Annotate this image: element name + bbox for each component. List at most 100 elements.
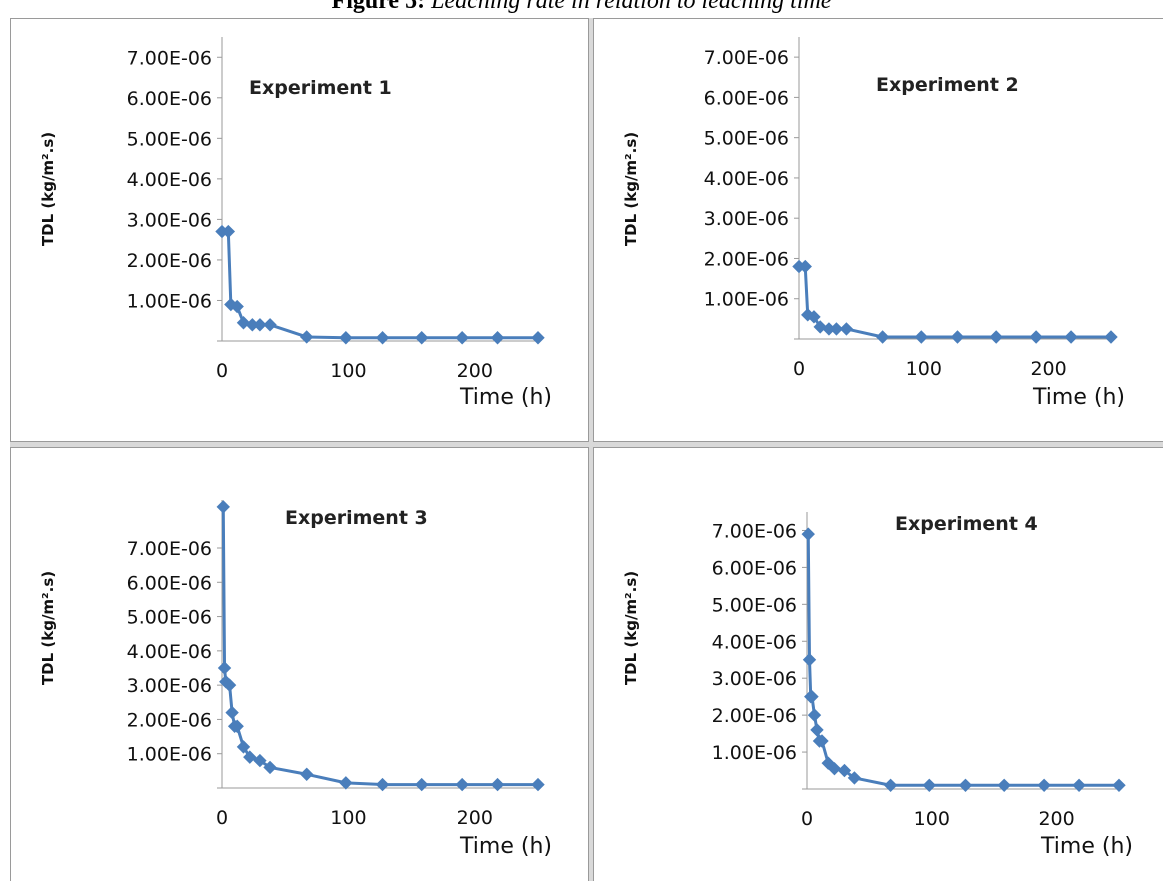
- data-point-marker: [922, 778, 937, 793]
- data-point-marker: [225, 705, 239, 720]
- data-point-marker: [531, 331, 545, 345]
- y-tick-label: 6.00E-06: [127, 88, 212, 110]
- x-tick-label: 100: [914, 808, 950, 830]
- x-tick-label: 0: [793, 358, 805, 380]
- data-point-marker: [807, 708, 822, 722]
- data-point-marker: [1029, 330, 1043, 344]
- data-point-marker: [883, 778, 898, 793]
- data-point-marker: [914, 330, 929, 344]
- y-tick-label: 4.00E-06: [704, 168, 789, 190]
- chart-experiment-2: 1.00E-06 2.00E-06 3.00E-06 4.00E-06 5.00E-06…: [622, 37, 1125, 410]
- y-tick-label: 3.00E-06: [712, 668, 797, 690]
- data-point-marker: [490, 331, 505, 345]
- x-tick-label: 100: [906, 358, 942, 380]
- y-tick-label: 4.00E-06: [127, 169, 212, 191]
- y-tick-label: 3.00E-06: [704, 208, 789, 230]
- data-point-marker: [1072, 778, 1086, 793]
- data-point-marker: [837, 763, 852, 778]
- data-point-marker: [339, 331, 353, 345]
- data-point-marker: [243, 750, 257, 764]
- chart-panel-experiment-1: 1.00E-06 2.00E-06 3.00E-06 4.00E-06 5.00E-06…: [10, 18, 589, 442]
- x-axis-label: Time (h): [1032, 385, 1125, 410]
- y-tick-label: 7.00E-06: [704, 47, 789, 69]
- data-point-marker: [989, 330, 1003, 344]
- data-point-marker: [236, 316, 251, 330]
- y-tick-label: 5.00E-06: [127, 607, 212, 629]
- figure-label: Figure 5:: [331, 0, 426, 14]
- y-tick-label: 4.00E-06: [712, 631, 797, 653]
- data-point-marker: [1064, 330, 1078, 344]
- data-point-marker: [455, 777, 469, 792]
- y-tick-label: 2.00E-06: [704, 248, 789, 270]
- y-tick-label: 5.00E-06: [704, 128, 789, 150]
- data-point-marker: [847, 771, 862, 785]
- data-point-marker: [221, 224, 236, 239]
- chart-title: Experiment 4: [895, 513, 1038, 535]
- data-point-marker: [807, 310, 821, 324]
- data-point-marker: [299, 767, 314, 781]
- data-point-marker: [490, 777, 505, 792]
- chart-experiment-4: 1.00E-06 2.00E-06 3.00E-06 4.00E-06 5.00E-06…: [622, 512, 1133, 859]
- data-point-marker: [455, 331, 469, 345]
- y-tick-label: 4.00E-06: [127, 641, 212, 663]
- series-line: [221, 506, 538, 787]
- y-tick-label: 6.00E-06: [127, 572, 212, 594]
- data-point-marker: [950, 330, 965, 344]
- chart-panel-experiment-3: 1.00E-06 2.00E-06 3.00E-06 4.00E-06 5.00E-06…: [10, 447, 589, 881]
- y-tick-label: 1.00E-06: [712, 742, 797, 764]
- data-point-marker: [415, 777, 429, 792]
- data-point-marker: [813, 320, 827, 334]
- data-point-marker: [958, 778, 973, 793]
- data-point-marker: [263, 318, 277, 332]
- chart-panel-experiment-4: 1.00E-06 2.00E-06 3.00E-06 4.00E-06 5.00E-06…: [593, 447, 1163, 881]
- x-tick-label: 200: [1030, 358, 1066, 380]
- data-point-marker: [299, 330, 314, 344]
- chart-title: Experiment 3: [285, 507, 428, 529]
- y-tick-label: 5.00E-06: [712, 594, 797, 616]
- x-tick-label: 100: [330, 360, 366, 382]
- data-point-marker: [805, 689, 819, 704]
- y-tick-label: 3.00E-06: [127, 675, 212, 697]
- data-point-marker: [810, 723, 824, 737]
- data-point-marker: [222, 678, 237, 692]
- data-point-marker: [798, 259, 812, 274]
- chart-title: Experiment 2: [876, 74, 1019, 96]
- x-tick-label: 0: [216, 360, 228, 382]
- y-tick-label: 7.00E-06: [127, 47, 212, 69]
- data-point-marker: [253, 753, 267, 768]
- x-axis-label: Time (h): [459, 385, 552, 410]
- y-axis-label: TDL (kg/m².s): [39, 571, 57, 685]
- y-tick-label: 2.00E-06: [127, 250, 212, 272]
- data-point-marker: [1104, 330, 1118, 344]
- data-point-marker: [253, 318, 267, 332]
- series-line: [806, 534, 1119, 787]
- chart-experiment-3: 1.00E-06 2.00E-06 3.00E-06 4.00E-06 5.00E-06…: [39, 500, 552, 859]
- y-tick-label: 2.00E-06: [712, 705, 797, 727]
- panel-divider-vertical: [589, 18, 593, 881]
- chart-panel-experiment-2: 1.00E-06 2.00E-06 3.00E-06 4.00E-06 5.00E-06…: [593, 18, 1163, 442]
- data-point-marker: [216, 500, 230, 514]
- y-tick-label: 1.00E-06: [704, 289, 789, 311]
- data-point-marker: [801, 527, 815, 541]
- data-point-marker: [829, 322, 844, 336]
- x-tick-label: 200: [457, 360, 493, 382]
- y-axis-label: TDL (kg/m².s): [622, 571, 640, 685]
- data-point-marker: [263, 760, 277, 775]
- data-point-marker: [875, 330, 890, 344]
- data-point-marker: [339, 776, 353, 790]
- x-tick-label: 200: [457, 807, 493, 829]
- panel-divider-horizontal: [10, 442, 1163, 447]
- data-point-marker: [230, 719, 244, 733]
- data-point-marker: [217, 661, 232, 675]
- y-tick-label: 7.00E-06: [712, 520, 797, 542]
- y-tick-label: 7.00E-06: [127, 538, 212, 560]
- data-point-marker: [236, 740, 251, 754]
- x-tick-label: 200: [1038, 808, 1074, 830]
- data-point-marker: [1037, 778, 1051, 793]
- data-point-marker: [815, 734, 829, 748]
- y-tick-label: 2.00E-06: [127, 709, 212, 731]
- data-point-marker: [375, 331, 390, 345]
- data-point-marker: [230, 299, 244, 314]
- x-tick-label: 0: [801, 808, 813, 830]
- figure-title: Figure 5: Leaching rate in relation to l…: [0, 0, 1163, 15]
